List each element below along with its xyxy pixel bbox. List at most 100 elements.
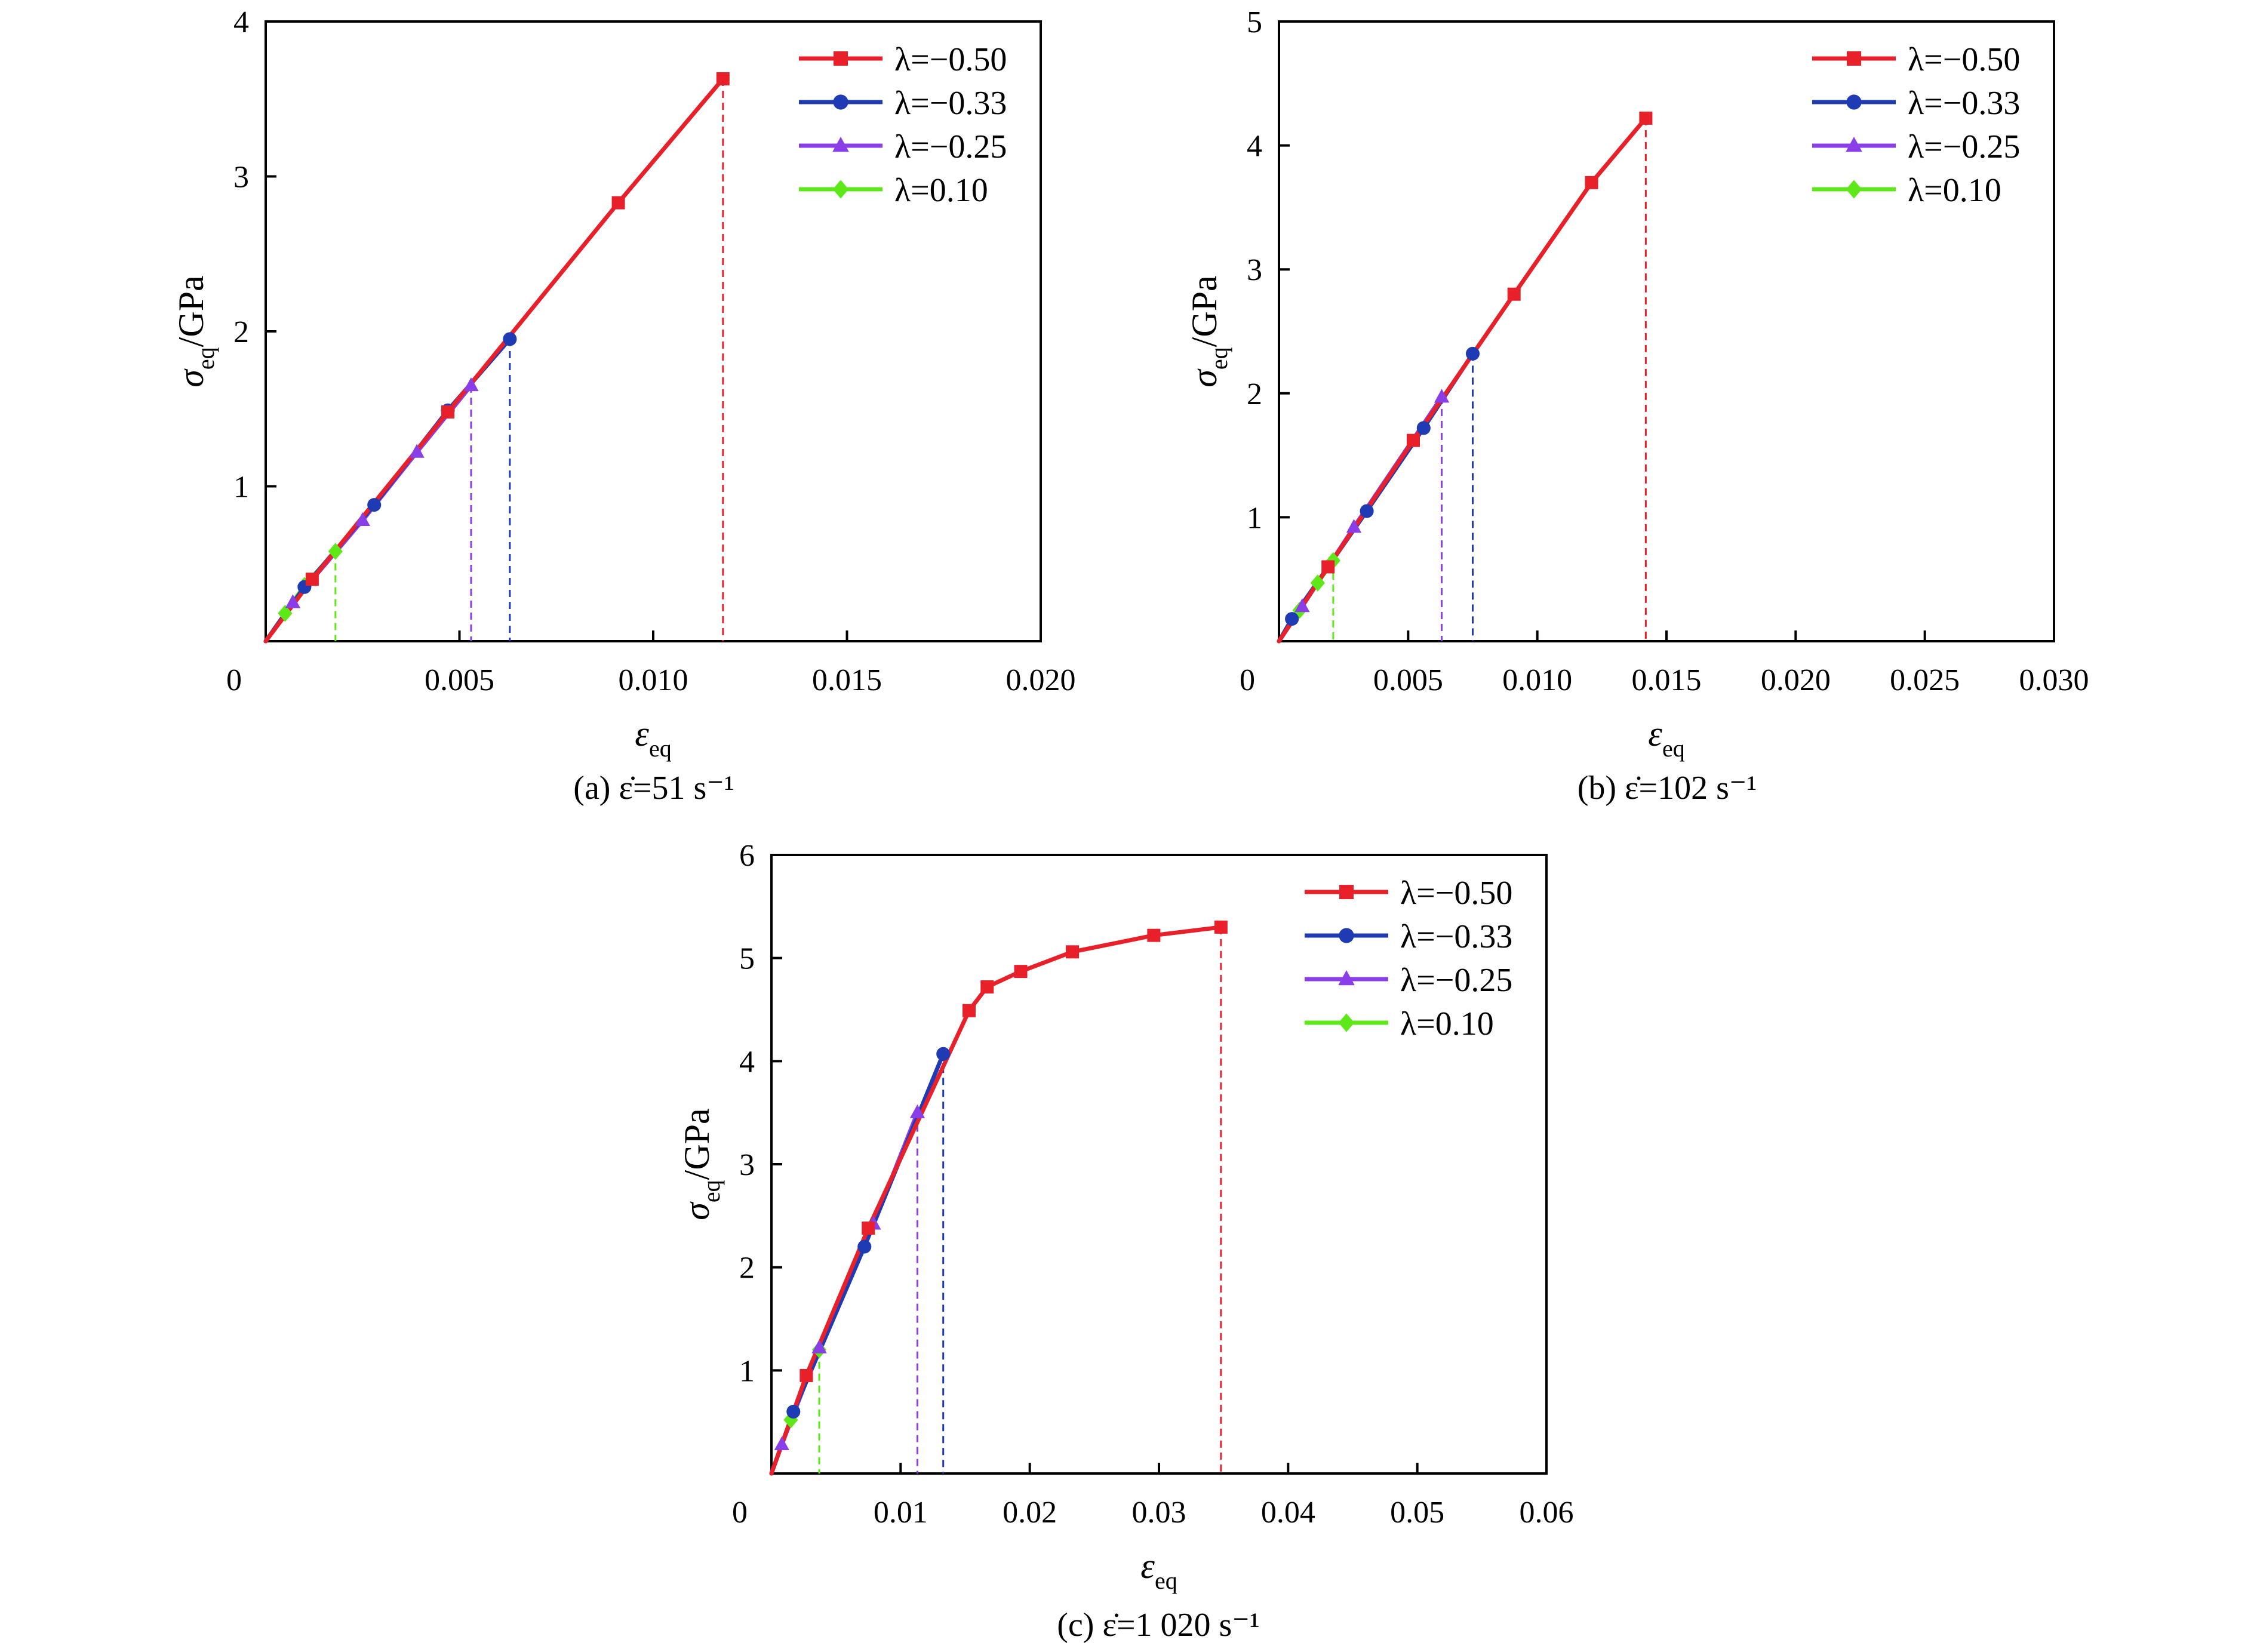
y-tick-label: 3 <box>233 161 249 195</box>
origin-label: 0 <box>1240 663 1255 697</box>
legend-marker <box>1847 51 1861 66</box>
data-point <box>278 604 293 622</box>
y-axis-title: σeq/GPa <box>677 1108 725 1220</box>
legend-label: λ=−0.25 <box>1400 962 1512 999</box>
data-point <box>1321 560 1335 574</box>
x-tick-label: 0.01 <box>874 1496 928 1530</box>
y-tick-label: 4 <box>739 1045 755 1079</box>
legend-label: λ=0.10 <box>894 172 988 209</box>
legend-marker <box>833 94 848 110</box>
origin-label: 0 <box>732 1496 748 1530</box>
data-point <box>441 405 455 419</box>
y-tick-label: 2 <box>233 315 249 349</box>
x-tick-label: 0.005 <box>425 663 494 697</box>
legend-marker <box>1846 137 1862 152</box>
legend-marker <box>1338 1013 1355 1032</box>
data-point <box>409 444 425 458</box>
data-point <box>503 332 517 346</box>
y-tick-label: 1 <box>1247 501 1262 535</box>
x-tick-label: 0.015 <box>1632 663 1702 697</box>
data-point <box>1066 945 1080 959</box>
y-tick-label: 5 <box>1247 5 1262 39</box>
data-point <box>1214 920 1228 934</box>
data-point <box>1360 504 1374 518</box>
data-point <box>328 543 343 560</box>
data-point <box>1406 433 1420 447</box>
data-point <box>1147 928 1161 942</box>
data-point <box>1346 519 1362 533</box>
chart-panel-c: 0.01 0.02 0.03 0.04 0.05 0.06 1 2 3 4 5 6 0 εeq σeq/GP… <box>677 839 1574 1644</box>
data-point <box>1294 598 1310 613</box>
y-tick-label: 6 <box>739 839 755 873</box>
data-point <box>1285 612 1299 626</box>
legend-marker <box>834 51 848 66</box>
data-point <box>800 1368 813 1382</box>
data-point <box>285 594 301 608</box>
x-tick-label: 0.03 <box>1132 1496 1186 1530</box>
legend-label: λ=0.10 <box>1400 1005 1494 1042</box>
legend-marker <box>1846 94 1862 110</box>
legend-label: λ=−0.25 <box>894 128 1007 165</box>
y-axis-title: σeq/GPa <box>171 275 219 387</box>
data-point <box>463 377 479 392</box>
x-tick-label: 0.010 <box>1502 663 1572 697</box>
legend-marker <box>832 137 849 152</box>
data-point <box>857 1239 872 1254</box>
data-point <box>1434 389 1450 403</box>
x-tick-label: 0.04 <box>1261 1496 1315 1530</box>
legend-label: λ=−0.50 <box>1908 41 2020 78</box>
data-point <box>936 1047 951 1061</box>
x-axis-title: εeq <box>635 714 671 762</box>
x-tick-label: 0.005 <box>1373 663 1443 697</box>
data-point <box>962 1004 976 1017</box>
x-tick-label: 0.06 <box>1520 1496 1574 1530</box>
data-point <box>1465 346 1480 361</box>
chart-panel-a: 0.005 0.010 0.015 0.020 1 2 3 4 0 εeq σeq/GPa (a) ε… <box>171 5 1076 807</box>
y-tick-label: 4 <box>1247 130 1262 164</box>
data-point <box>1014 965 1028 979</box>
y-tick-label: 1 <box>233 470 249 504</box>
chart-panel-b: 0.005 0.010 0.015 0.020 0.025 0.030 1 2 3 4 5 0 εeq σ… <box>1185 5 2089 807</box>
data-point <box>611 196 625 210</box>
legend-label: λ=−0.33 <box>1400 918 1512 955</box>
legend-marker <box>1846 180 1862 199</box>
data-point <box>862 1222 875 1235</box>
panel-caption: (b) ε̇=102 s⁻¹ <box>1578 770 1757 807</box>
legend-marker <box>1338 970 1355 986</box>
legend-marker <box>832 180 849 199</box>
data-point <box>367 498 382 512</box>
data-point <box>305 573 319 586</box>
x-axis-title: εeq <box>1140 1546 1177 1594</box>
legend-marker <box>1339 885 1354 899</box>
x-tick-label: 0.015 <box>812 663 882 697</box>
y-tick-label: 2 <box>739 1251 755 1285</box>
data-point <box>1639 111 1653 125</box>
x-tick-label: 0.020 <box>1006 663 1076 697</box>
x-tick-label: 0.030 <box>2019 663 2089 697</box>
data-point <box>786 1404 801 1419</box>
data-point <box>716 72 730 86</box>
data-point <box>355 512 370 526</box>
panel-caption: (a) ε̇=51 s⁻¹ <box>573 770 734 807</box>
x-tick-label: 0.010 <box>619 663 688 697</box>
x-tick-label: 0.02 <box>1003 1496 1057 1530</box>
x-tick-label: 0.025 <box>1890 663 1960 697</box>
legend-label: λ=−0.33 <box>1908 85 2020 122</box>
y-tick-label: 3 <box>1247 253 1262 287</box>
y-tick-label: 2 <box>1247 377 1262 411</box>
legend-marker <box>1339 928 1354 943</box>
y-tick-label: 5 <box>739 942 755 976</box>
panel-caption: (c) ε̇=1 020 s⁻¹ <box>1057 1607 1259 1644</box>
data-point <box>1310 574 1325 592</box>
legend-label: λ=0.10 <box>1908 172 2001 209</box>
legend-label: λ=−0.33 <box>894 85 1007 122</box>
data-point <box>811 1339 827 1353</box>
x-axis-title: εeq <box>1648 714 1684 762</box>
data-point <box>980 980 994 994</box>
legend-label: λ=−0.50 <box>894 41 1007 78</box>
data-point <box>1507 287 1521 301</box>
origin-label: 0 <box>226 663 242 697</box>
legend-label: λ=−0.50 <box>1400 875 1512 912</box>
